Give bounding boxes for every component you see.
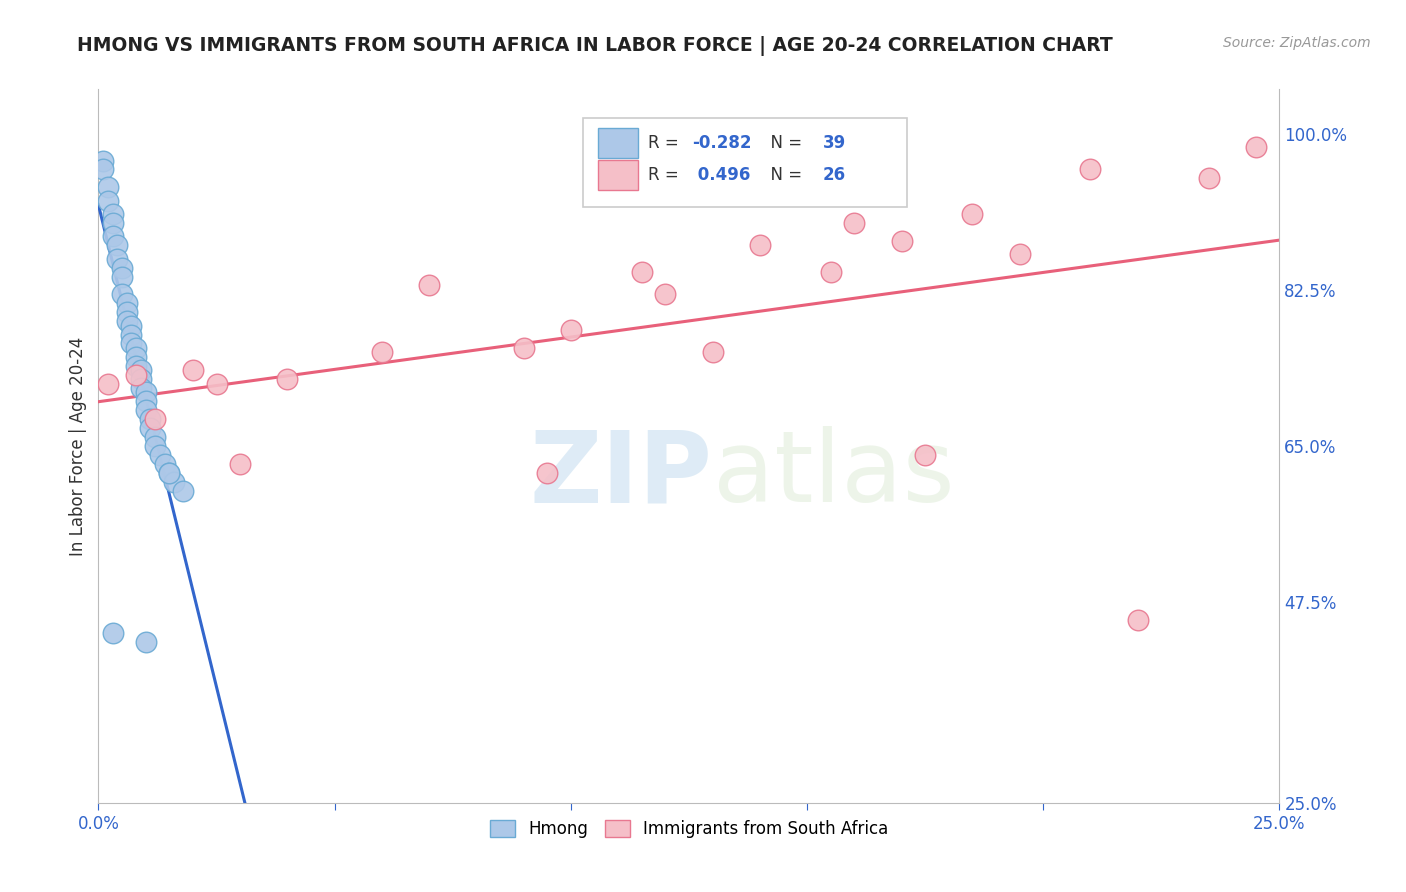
Point: [101, 229, 124, 244]
Point: [97, 180, 120, 194]
Text: 39: 39: [823, 134, 845, 152]
Text: Source: ZipAtlas.com: Source: ZipAtlas.com: [1223, 36, 1371, 50]
Point: [101, 626, 124, 640]
Point: [512, 341, 534, 355]
Text: -0.282: -0.282: [693, 134, 752, 152]
Point: [143, 412, 166, 426]
Point: [418, 278, 440, 293]
Point: [115, 296, 138, 310]
Text: R =: R =: [648, 134, 683, 152]
Point: [371, 345, 394, 359]
Text: N =: N =: [759, 166, 807, 184]
Point: [129, 381, 152, 395]
Text: atlas: atlas: [713, 426, 955, 523]
Point: [630, 265, 652, 279]
Point: [820, 265, 842, 279]
Point: [702, 345, 724, 359]
Point: [172, 483, 194, 498]
Point: [125, 341, 148, 355]
Point: [560, 323, 582, 337]
Point: [91, 162, 114, 177]
Point: [105, 252, 128, 266]
Point: [536, 466, 558, 480]
Point: [101, 216, 124, 230]
Point: [111, 287, 134, 301]
Point: [121, 336, 143, 351]
Point: [97, 376, 120, 391]
Point: [163, 475, 186, 489]
Point: [135, 635, 157, 649]
Point: [143, 439, 166, 453]
Point: [91, 153, 114, 168]
Point: [139, 421, 162, 435]
Legend: Hmong, Immigrants from South Africa: Hmong, Immigrants from South Africa: [484, 813, 894, 845]
Point: [149, 448, 172, 462]
Point: [129, 363, 152, 377]
Point: [115, 305, 138, 319]
Point: [1126, 613, 1149, 627]
Point: [135, 403, 157, 417]
Point: [205, 376, 228, 391]
Point: [121, 327, 143, 342]
FancyBboxPatch shape: [598, 160, 638, 190]
Point: [125, 350, 148, 364]
Point: [153, 457, 176, 471]
Point: [143, 430, 166, 444]
Point: [157, 466, 180, 480]
Text: 0.496: 0.496: [693, 166, 751, 184]
Point: [1244, 140, 1267, 154]
Point: [125, 359, 148, 373]
Point: [115, 314, 138, 328]
FancyBboxPatch shape: [598, 128, 638, 158]
Y-axis label: In Labor Force | Age 20-24: In Labor Force | Age 20-24: [69, 336, 87, 556]
Point: [1008, 247, 1031, 261]
Text: 26: 26: [823, 166, 845, 184]
Point: [105, 238, 128, 252]
Point: [276, 372, 298, 386]
Text: HMONG VS IMMIGRANTS FROM SOUTH AFRICA IN LABOR FORCE | AGE 20-24 CORRELATION CHA: HMONG VS IMMIGRANTS FROM SOUTH AFRICA IN…: [77, 36, 1114, 55]
Point: [129, 372, 152, 386]
Point: [135, 385, 157, 400]
Point: [101, 207, 124, 221]
FancyBboxPatch shape: [582, 118, 907, 207]
Point: [890, 234, 912, 248]
Text: ZIP: ZIP: [530, 426, 713, 523]
Point: [97, 194, 120, 208]
Point: [1198, 171, 1220, 186]
Point: [135, 394, 157, 409]
Point: [121, 318, 143, 333]
Point: [111, 269, 134, 284]
Point: [654, 287, 676, 301]
Point: [1080, 162, 1102, 177]
Point: [748, 238, 770, 252]
Point: [139, 412, 162, 426]
Point: [125, 368, 148, 382]
Point: [844, 216, 866, 230]
Text: N =: N =: [759, 134, 807, 152]
Point: [914, 448, 936, 462]
Text: R =: R =: [648, 166, 683, 184]
Point: [111, 260, 134, 275]
Point: [962, 207, 984, 221]
Point: [181, 363, 204, 377]
Point: [157, 466, 180, 480]
Point: [229, 457, 252, 471]
